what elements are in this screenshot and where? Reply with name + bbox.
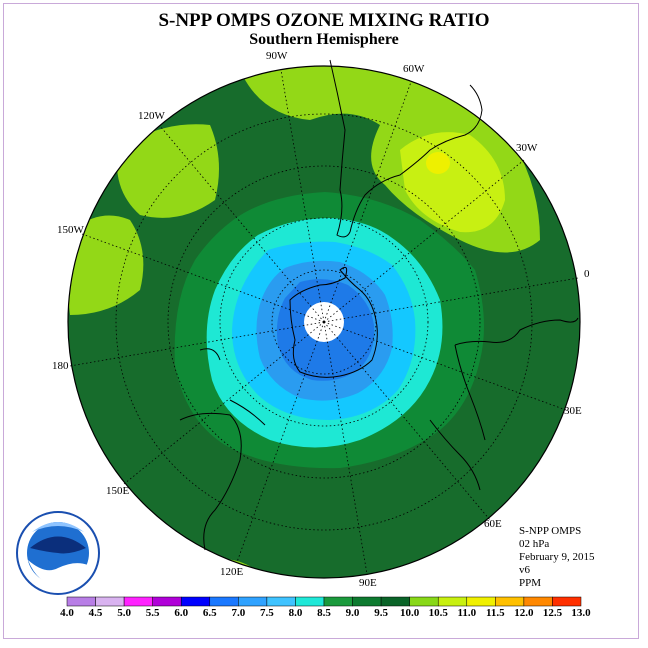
label-150e: 150E [106,485,130,497]
colorbar-tick-label: 4.0 [60,607,74,619]
map-title: S-NPP OMPS OZONE MIXING RATIO [158,10,490,31]
noaa-logo [16,511,100,595]
info-units: PPM [519,577,542,589]
label-90w: 90W [266,50,288,62]
map-subtitle: Southern Hemisphere [249,31,399,48]
coast-antarctica [289,266,378,378]
label-120e: 120E [220,566,244,578]
coast-south-america-east [349,84,483,233]
colorbar-tick-label: 5.0 [117,607,131,619]
coast-madagascar [429,419,481,491]
colorbar-swatch [295,596,325,607]
label-60w: 60W [403,63,425,75]
field-9-9p5-120w [116,124,219,218]
colorbar-swatch [323,596,353,607]
colorbar-tick-label: 8.5 [317,607,331,619]
colorbar-swatch [523,596,553,607]
info-product: S-NPP OMPS [519,525,582,537]
field-9-9p5-150w [68,215,144,315]
colorbar-tick-label: 11.5 [486,607,505,619]
colorbar-tick-label: 11.0 [457,607,477,619]
colorbar-tick-label: 10.5 [428,607,448,619]
graticule [69,69,579,575]
colorbar-swatch [380,596,410,607]
colorbar-swatch [552,596,582,607]
colorbar-tick-label: 13.0 [571,607,591,619]
label-30w: 30W [516,142,538,154]
info-date: February 9, 2015 [519,551,595,563]
label-0: 0 [584,268,590,280]
colorbar-swatch [466,596,496,607]
colorbar-tick-label: 9.5 [374,607,388,619]
info-version: v6 [519,564,530,576]
label-120w: 120W [138,110,165,122]
colorbar-swatch [266,596,296,607]
label-30e: 30E [564,405,582,417]
colorbar-swatch [352,596,382,607]
colorbar-swatch [238,596,268,607]
colorbar-swatch [437,596,468,607]
colorbar-swatch [95,596,125,607]
field-10-10p5 [426,152,450,174]
label-150w: 150W [57,224,84,236]
colorbar-tick-label: 6.0 [174,607,189,619]
colorbar-tick-label: 5.5 [145,607,160,619]
colorbar-swatch [66,596,96,607]
field-9p5-10 [400,132,505,233]
colorbar-tick-label: 6.5 [202,607,217,619]
colorbar-tick-label: 7.0 [231,607,246,619]
colorbar-tick-label: 7.5 [260,607,274,619]
coast-africa-east [454,344,486,441]
coast-tasmania [229,399,266,426]
colorbar-swatch [152,596,182,607]
coast-africa-south [454,317,579,346]
colorbar-tick-label: 4.5 [88,607,103,619]
colorbar-swatch [209,596,239,607]
map-boundary [67,65,581,579]
coast-australia [179,412,242,551]
label-60e: 60E [484,518,502,530]
colorbar-tick-label: 9.0 [345,607,360,619]
colorbar-tick-label: 12.0 [514,607,534,619]
colorbar-swatch [123,596,153,607]
colorbar-tick-label: 12.5 [542,607,563,619]
coast-south-america-west [329,59,351,238]
label-180: 180 [52,360,69,372]
figure-frame [3,3,639,639]
colorbar-swatch [495,596,525,607]
coast-new-zealand [199,348,221,361]
colorbar-swatch [180,596,211,607]
colorbar-swatch [409,596,439,607]
coastlines [179,59,579,551]
colorbar-tick-label: 8.0 [288,607,303,619]
info-level: 02 hPa [519,538,550,550]
colorbar-tick-label: 10.0 [400,607,420,619]
label-90e: 90E [359,577,377,589]
